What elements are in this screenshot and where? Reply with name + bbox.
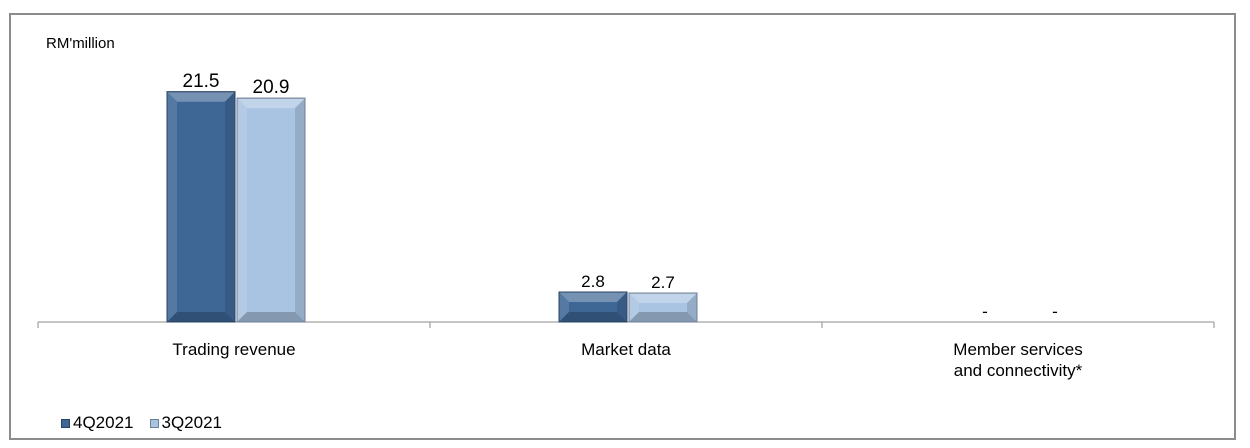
bar-outline [166, 91, 236, 323]
bar-4q2021-market-data [558, 291, 628, 323]
bar-body [236, 97, 306, 323]
bar-bevel-left [559, 292, 569, 322]
legend-item-4q2021: 4Q2021 [61, 413, 134, 433]
bar-body [166, 91, 236, 323]
bar-bevel-right [687, 293, 697, 322]
bar-bevel-bottom [559, 312, 627, 322]
bar-bevel-right [295, 98, 305, 322]
bar-outline [628, 292, 698, 323]
data-label-4q2021-trading-revenue: 21.5 [183, 71, 220, 92]
bar-3q2021-market-data [628, 292, 698, 323]
data-label-3q2021-market-data: 2.7 [651, 273, 675, 292]
category-label-member-services-and-connectivity-line-2: and connectivity* [954, 361, 1083, 380]
legend-swatch-3q2021 [149, 418, 159, 428]
legend-label-4q2021: 4Q2021 [73, 413, 134, 432]
data-label-4q2021-market-data: 2.8 [581, 272, 605, 291]
legend: 4Q2021 3Q2021 [61, 413, 238, 433]
bar-bevel-left [167, 91, 177, 322]
bar-outline [236, 97, 306, 323]
category-label-market-data: Market data [581, 340, 671, 359]
bar-bevel-right [225, 91, 235, 322]
legend-label-3q2021: 3Q2021 [161, 413, 223, 432]
category-label-trading-revenue: Trading revenue [172, 340, 295, 359]
bar-4q2021-trading-revenue [166, 91, 236, 323]
bar-bevel-top [167, 91, 235, 102]
bar-bevel-bottom [237, 312, 305, 322]
legend-swatch-4q2021 [61, 418, 70, 428]
category-label-member-services-and-connectivity-line-1: Member services [953, 340, 1082, 359]
data-label-4q2021-member-services-and-connectivity: - [982, 302, 988, 321]
bar-bevel-top [629, 293, 697, 304]
bar-bevel-bottom [167, 312, 235, 322]
data-label-3q2021-member-services-and-connectivity: - [1052, 302, 1058, 321]
bar-bevel-bottom [629, 312, 697, 322]
bar-3q2021-trading-revenue [236, 97, 306, 323]
bar-bevel-right [617, 292, 627, 322]
unit-label: RM'million [46, 35, 115, 52]
legend-item-3q2021: 3Q2021 [149, 413, 223, 433]
data-label-3q2021-trading-revenue: 20.9 [253, 77, 290, 98]
bar-bevel-top [559, 292, 627, 303]
bar-bevel-left [629, 293, 639, 322]
bar-bevel-left [237, 98, 247, 322]
bar-bevel-top [237, 98, 305, 109]
bar-outline [558, 291, 628, 323]
